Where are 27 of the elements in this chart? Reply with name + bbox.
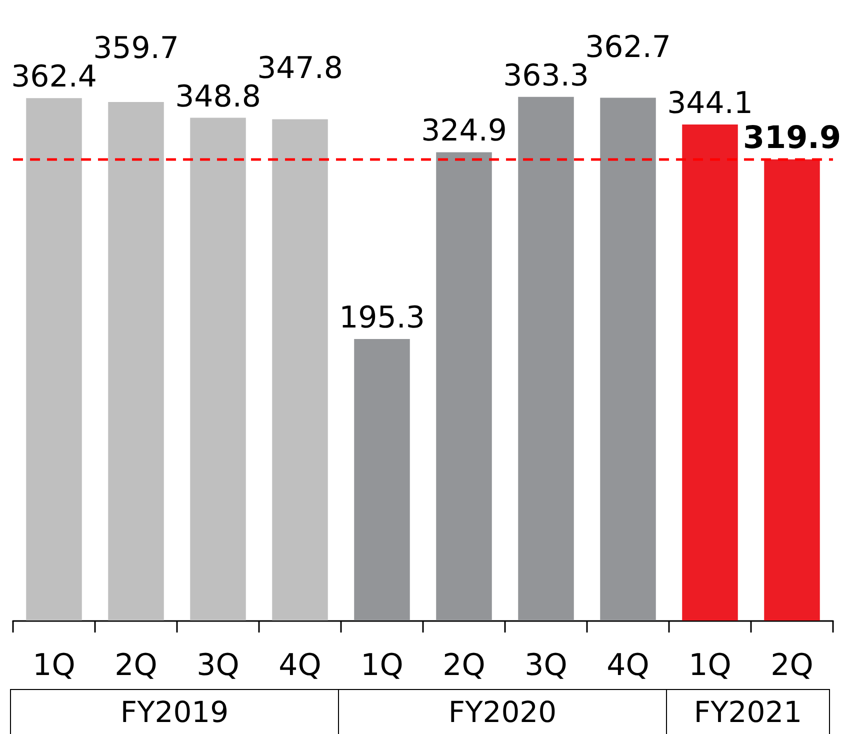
data-label: 195.3 <box>339 300 425 336</box>
data-label: 344.1 <box>667 86 753 122</box>
bar <box>436 152 492 620</box>
bar <box>600 98 656 620</box>
bar <box>26 98 82 620</box>
year-cell: FY2019 <box>10 689 338 734</box>
year-cell: FY2021 <box>666 689 830 734</box>
x-tick-label: 3Q <box>524 648 568 683</box>
bar <box>518 96 574 620</box>
bar <box>108 102 164 620</box>
x-tick-label: 2Q <box>114 648 158 683</box>
bar <box>764 159 820 620</box>
x-tick-label: 4Q <box>606 648 650 683</box>
x-tick-label: 1Q <box>360 648 404 683</box>
bar <box>190 118 246 620</box>
bar <box>354 339 410 620</box>
x-tick-label: 4Q <box>278 648 322 683</box>
bar <box>682 124 738 620</box>
data-label: 324.9 <box>421 114 507 149</box>
x-tick-label: 3Q <box>196 648 240 683</box>
x-tick-label: 2Q <box>442 648 486 683</box>
year-cell: FY2020 <box>338 689 666 734</box>
x-tick-label: 1Q <box>688 648 732 683</box>
x-tick-label: 2Q <box>770 648 814 683</box>
data-label: 319.9 <box>742 120 842 156</box>
x-tick-label: 1Q <box>32 648 76 683</box>
bar <box>272 119 328 620</box>
